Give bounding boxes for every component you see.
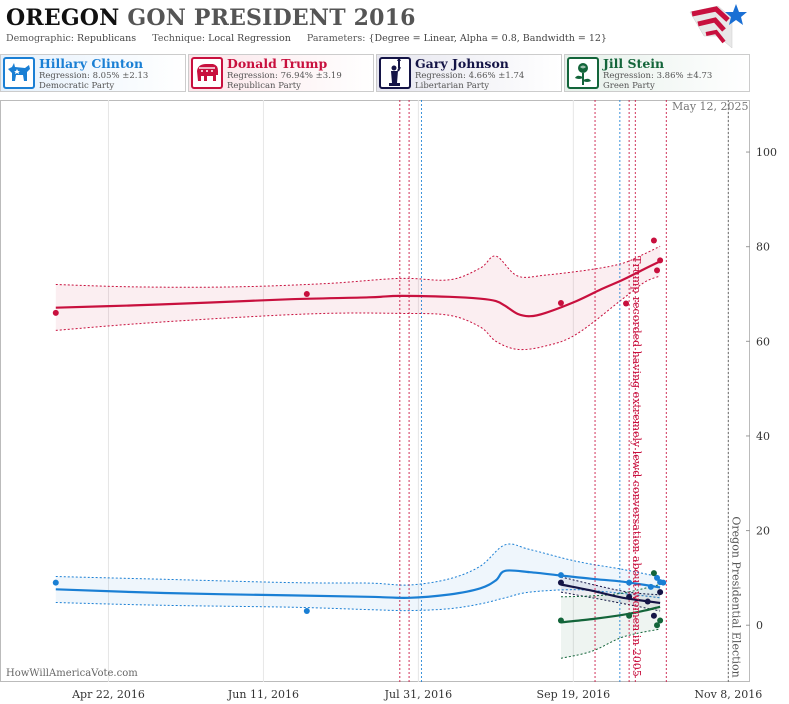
x-tick-label-0: Apr 22, 2016 [71, 688, 145, 701]
candidate-regression-johnson: Regression: 4.66% ±1.74 [415, 71, 525, 81]
poll-point-johnson-4 [657, 589, 664, 596]
candidate-name-clinton: Hillary Clinton [39, 56, 144, 71]
candidate-party-stein: Green Party [603, 81, 655, 91]
candidate-party-clinton: Democratic Party [39, 81, 115, 91]
poll-point-stein-0 [557, 617, 564, 624]
parameters-line: Demographic: Republicans Technique: Loca… [6, 33, 607, 44]
poll-point-clinton-2 [557, 572, 564, 579]
candidate-name-trump: Donald Trump [227, 56, 328, 71]
poll-point-stein-4 [657, 617, 664, 624]
annotation-0: Trump recorded having extremely lewd con… [630, 256, 643, 677]
legend-card-johnson: Gary Johnson Regression: 4.66% ±1.74 Lib… [376, 54, 562, 92]
title-state: OREGON [6, 5, 120, 31]
poll-point-clinton-3 [626, 579, 633, 586]
poll-point-trump-5 [654, 267, 661, 274]
rose-icon [567, 57, 599, 89]
x-tick-label-3: Sep 19, 2016 [537, 688, 611, 701]
candidate-regression-stein: Regression: 3.86% ±4.73 [603, 71, 713, 81]
y-tick-label-5: 100 [756, 146, 777, 159]
upper-bound-johnson [560, 576, 661, 596]
poll-point-johnson-1 [626, 593, 633, 600]
poll-point-johnson-0 [557, 579, 564, 586]
poll-point-trump-0 [52, 309, 59, 316]
parameters-label: Parameters: [306, 33, 366, 44]
poll-point-clinton-7 [660, 579, 667, 586]
y-tick-label-2: 40 [756, 430, 770, 443]
trend-line-trump [55, 260, 661, 318]
lower-bound-stein [560, 628, 661, 659]
poll-point-stein-3 [654, 622, 661, 629]
legend-card-stein: Jill Stein Regression: 3.86% ±4.73 Green… [564, 54, 750, 92]
flag-star-icon [689, 4, 747, 49]
demographic-label: Demographic: [6, 33, 75, 44]
poll-point-trump-4 [650, 237, 657, 244]
y-tick-label-3: 60 [756, 335, 770, 348]
poll-point-stein-1 [626, 612, 633, 619]
lower-bound-clinton [55, 589, 661, 612]
trend-line-johnson [560, 583, 661, 605]
y-tick-label-4: 80 [756, 241, 770, 254]
y-tick-label-1: 20 [756, 525, 770, 538]
donkey-icon [3, 57, 35, 89]
trend-line-clinton [55, 569, 661, 599]
date-stamp: May 12, 2025 [672, 100, 749, 113]
candidate-name-stein: Jill Stein [603, 56, 665, 71]
x-tick-label-2: Jul 31, 2016 [384, 688, 453, 701]
confidence-band-stein [561, 584, 661, 659]
demographic-value: Republicans [77, 33, 137, 44]
poll-point-clinton-0 [52, 579, 59, 586]
legend-card-clinton: Hillary Clinton Regression: 8.05% ±2.13 … [0, 54, 186, 92]
poll-point-johnson-2 [644, 598, 651, 605]
candidate-party-johnson: Libertarian Party [415, 81, 490, 91]
technique-label: Technique: [152, 33, 206, 44]
chart-header: OREGON GON PRESIDENT 2016 Demographic: R… [0, 0, 789, 100]
poll-point-trump-2 [557, 299, 564, 306]
page-title: OREGON GON PRESIDENT 2016 [6, 5, 416, 31]
x-tick-label-4: Nov 8, 2016 [694, 688, 762, 701]
elephant-icon [191, 57, 223, 89]
y-tick-label-0: 0 [756, 619, 763, 632]
poll-point-stein-2 [650, 570, 657, 577]
upper-bound-stein [560, 584, 661, 598]
candidate-name-johnson: Gary Johnson [415, 56, 509, 71]
poll-point-trump-6 [657, 257, 664, 264]
plot-frame [0, 100, 750, 682]
liberty-statue-icon [379, 57, 411, 89]
poll-point-clinton-1 [303, 608, 310, 615]
title-rest: GON PRESIDENT 2016 [127, 5, 416, 31]
parameters-value: {Degree = Linear, Alpha = 0.8, Bandwidth… [368, 33, 607, 44]
legend-card-trump: Donald Trump Regression: 76.94% ±3.19 Re… [188, 54, 374, 92]
x-tick-label-1: Jun 11, 2016 [227, 688, 299, 701]
upper-bound-trump [55, 245, 661, 288]
poll-point-trump-3 [623, 300, 630, 307]
technique-value: Local Regression [208, 33, 291, 44]
candidate-regression-clinton: Regression: 8.05% ±2.13 [39, 71, 149, 81]
candidate-party-trump: Republican Party [227, 81, 301, 91]
poll-point-clinton-4 [647, 583, 654, 590]
annotation-1: Oregon Presidential Election [729, 516, 742, 677]
candidate-regression-trump: Regression: 76.94% ±3.19 [227, 71, 342, 81]
poll-point-johnson-3 [650, 612, 657, 619]
watermark: HowWillAmericaVote.com [6, 668, 138, 679]
lower-bound-trump [55, 275, 661, 351]
trend-line-stein [560, 605, 661, 624]
poll-point-clinton-5 [654, 574, 661, 581]
poll-point-trump-1 [303, 291, 310, 297]
